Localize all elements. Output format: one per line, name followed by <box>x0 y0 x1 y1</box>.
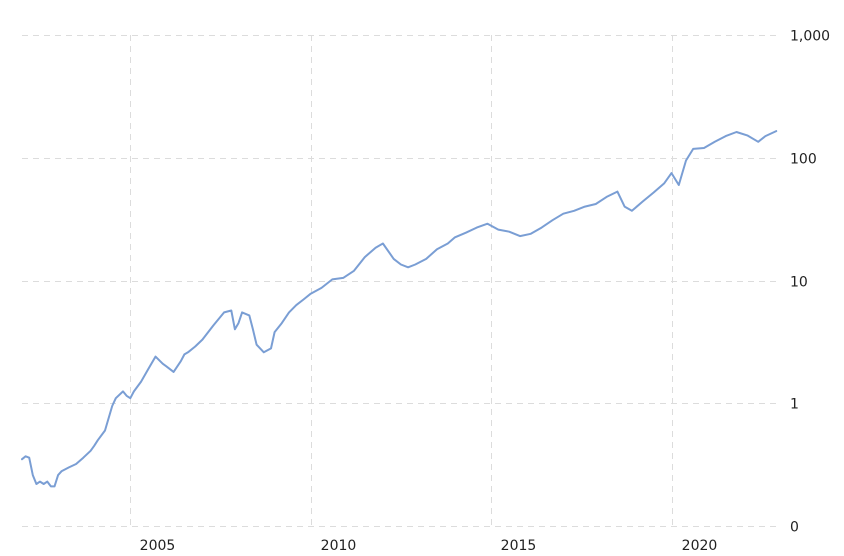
y-tick-label: 100 <box>790 152 817 168</box>
x-tick-label: 2015 <box>501 538 537 554</box>
y-tick-label: 1 <box>790 397 799 413</box>
vertical-gridlines <box>130 35 673 526</box>
horizontal-gridlines <box>22 35 778 527</box>
y-tick-label: 1,000 <box>790 29 830 45</box>
x-tick-label: 2010 <box>321 538 357 554</box>
x-tick-label: 2020 <box>682 538 718 554</box>
series-line <box>21 130 778 488</box>
y-tick-label: 10 <box>790 275 808 291</box>
series-layer <box>21 130 778 488</box>
y-tick-label: 0 <box>790 520 799 536</box>
x-axis-tick-labels: 2005 2010 2015 2020 <box>140 538 718 554</box>
x-tick-label: 2005 <box>140 538 176 554</box>
